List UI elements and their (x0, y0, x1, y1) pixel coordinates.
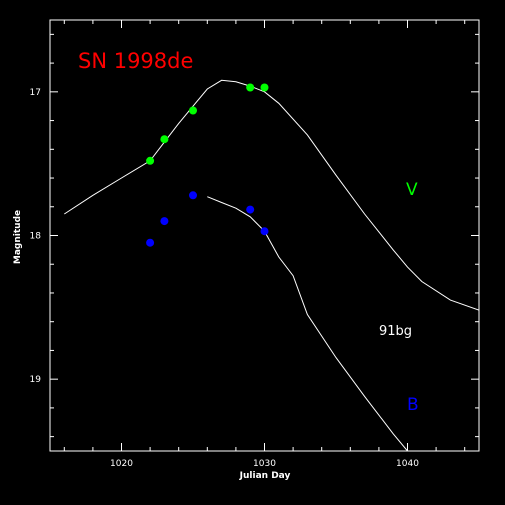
x-axis-title: Julian Day (239, 471, 291, 481)
data-point-b (160, 217, 169, 226)
data-point-b (146, 238, 155, 247)
series-label-v: V (406, 180, 418, 200)
data-point-v (189, 106, 197, 115)
data-point-v (260, 83, 269, 92)
series-label-b: B (407, 395, 419, 415)
y-tick-label: 17 (30, 88, 41, 98)
template-label-91bg: 91bg (379, 324, 412, 339)
template-curve-b (207, 196, 408, 451)
y-axis-title: Magnitude (13, 210, 23, 264)
data-point-b (246, 205, 255, 214)
x-tick-label: 1040 (396, 459, 419, 469)
y-tick-label: 18 (30, 232, 42, 242)
x-tick-label: 1030 (253, 459, 276, 469)
x-tick-label: 1020 (110, 459, 133, 469)
data-point-v (246, 83, 255, 92)
data-point-b (189, 191, 197, 200)
chart-title: SN 1998de (78, 49, 193, 73)
data-point-b (260, 227, 269, 236)
y-tick-label: 19 (30, 375, 42, 385)
axis-ticks: 1020 1030 1040 17 18 19 (30, 20, 479, 469)
data-point-v (160, 135, 169, 144)
data-point-v (146, 156, 155, 165)
data-points (146, 83, 269, 247)
